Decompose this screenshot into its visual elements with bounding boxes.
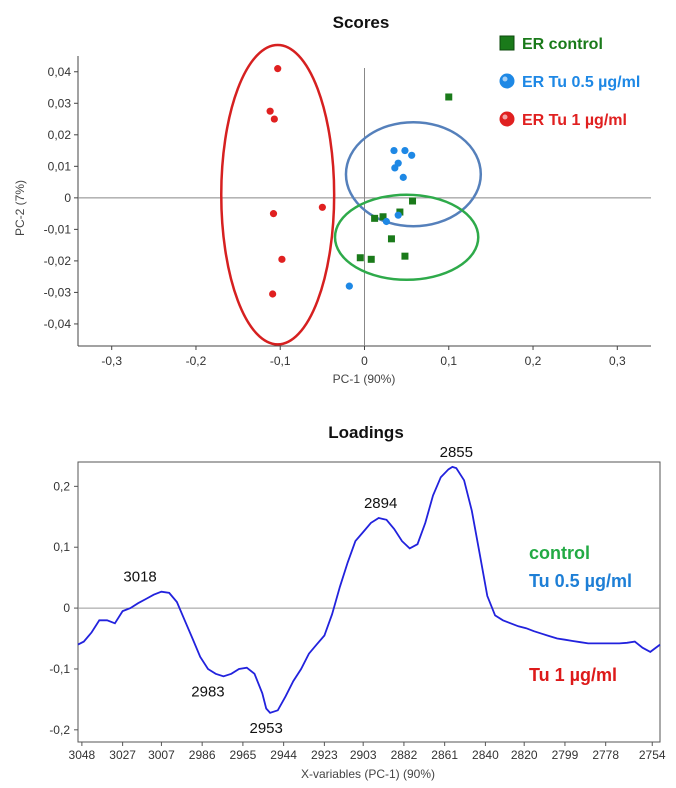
- data-point: [382, 217, 391, 226]
- data-point: [409, 197, 417, 205]
- data-point: [356, 254, 364, 262]
- peak-label: 3018: [123, 569, 156, 586]
- loadings-y-tick-label: 0,2: [53, 479, 70, 493]
- loadings-annotations: control Tu 0.5 µg/ml Tu 1 µg/ml: [529, 543, 632, 685]
- peak-label: 2953: [249, 720, 282, 737]
- loadings-x-tick-label: 2903: [350, 748, 377, 762]
- legend-annotation: control: [529, 543, 590, 563]
- scores-x-tick-label: -0,2: [186, 354, 207, 368]
- loadings-y-tick-label: -0,1: [49, 662, 70, 676]
- scores-y-tick-label: 0,02: [48, 128, 72, 142]
- legend-marker-highlight: [502, 114, 508, 120]
- loadings-y-tick-label: 0,1: [53, 540, 70, 554]
- legend-label: ER Tu 0.5 µg/ml: [522, 74, 640, 91]
- data-point: [371, 214, 379, 222]
- loadings-x-tick-label: 3027: [109, 748, 136, 762]
- data-point: [274, 65, 282, 73]
- peak-label: 2983: [191, 683, 224, 700]
- data-point: [399, 173, 407, 181]
- loadings-x-tick-label: 2778: [592, 748, 619, 762]
- data-point: [408, 151, 416, 159]
- loadings-x-tick-label: 2799: [552, 748, 579, 762]
- group-ellipse: [344, 120, 483, 228]
- loadings-x-tick-label: 2986: [189, 748, 216, 762]
- loadings-x-tick-label: 2820: [511, 748, 538, 762]
- scores-y-ticks: 0,04 0,03 0,02 0,01 0 -0,01 -0,02 -0,03 -0,04: [44, 65, 78, 331]
- scores-y-tick-label: -0,01: [44, 222, 72, 236]
- loadings-series-line: [77, 465, 661, 714]
- scores-x-tick-label: -0,1: [270, 354, 291, 368]
- data-point: [390, 146, 398, 155]
- scores-points: [266, 65, 453, 298]
- scores-x-tick-label: 0,3: [609, 354, 626, 368]
- peak-label: 2855: [440, 444, 473, 461]
- group-ellipse: [333, 193, 480, 282]
- loadings-x-tick-label: 3048: [69, 748, 96, 762]
- loadings-peak-labels: 3018 2983 2953 2894 2855: [123, 444, 473, 737]
- loadings-x-ticks: 3048 3027 3007 2986 2965 2944 2923 2903 2882 2861…: [69, 742, 666, 762]
- legend-label: ER control: [522, 36, 603, 53]
- scores-y-tick-label: 0: [64, 191, 71, 205]
- scores-y-tick-label: 0,03: [48, 96, 72, 110]
- scores-legend: ER control ER Tu 0.5 µg/ml ER Tu 1 µg/ml: [499, 35, 640, 129]
- data-point: [266, 107, 274, 115]
- loadings-x-tick-label: 2861: [431, 748, 458, 762]
- group-ellipse: [220, 43, 336, 346]
- loadings-y-tick-label: -0,2: [49, 723, 70, 737]
- scores-y-tick-label: -0,02: [44, 254, 72, 268]
- loadings-x-tick-label: 2965: [230, 748, 257, 762]
- data-point: [269, 210, 278, 218]
- scores-x-axis-label: PC-1 (90%): [333, 372, 396, 386]
- scores-x-tick-label: -0,3: [101, 354, 122, 368]
- scores-y-tick-label: 0,01: [48, 159, 72, 173]
- loadings-y-tick-label: 0: [63, 601, 70, 615]
- legend-marker-highlight: [502, 76, 508, 82]
- loadings-x-tick-label: 2944: [270, 748, 297, 762]
- legend-marker-circle: [499, 73, 515, 89]
- data-point: [401, 146, 409, 155]
- data-point: [278, 255, 286, 263]
- scores-x-tick-label: 0: [361, 354, 368, 368]
- loadings-x-axis-label: X-variables (PC-1) (90%): [301, 767, 435, 781]
- loadings-x-tick-label: 3007: [148, 748, 175, 762]
- loadings-x-tick-label: 2882: [391, 748, 418, 762]
- scores-chart: Scores -0,3 -0,2 -0,1 0 0,1 0,2 0,3 0,040,030,…: [13, 13, 651, 386]
- loadings-plot-frame: [77, 461, 661, 743]
- data-point: [387, 235, 395, 243]
- data-point: [318, 203, 326, 211]
- scores-title: Scores: [333, 13, 390, 32]
- scores-x-tick-label: 0,2: [525, 354, 542, 368]
- scores-y-tick-label: -0,04: [44, 317, 72, 331]
- loadings-chart: Loadings 3048 3027 3007 2986 2965 2944 2923 290…: [49, 423, 666, 781]
- scores-y-tick-label: -0,03: [44, 285, 72, 299]
- data-point: [401, 252, 409, 260]
- scores-x-tick-label: 0,1: [440, 354, 457, 368]
- peak-label: 2894: [364, 495, 397, 512]
- loadings-x-tick-label: 2923: [311, 748, 338, 762]
- legend-annotation: Tu 1 µg/ml: [529, 665, 617, 685]
- scores-y-tick-label: 0,04: [48, 65, 72, 79]
- scores-x-ticks: -0,3 -0,2 -0,1 0 0,1 0,2 0,3: [101, 346, 626, 368]
- loadings-y-ticks: 0,2 0,1 0 -0,1 -0,2: [49, 479, 78, 737]
- loadings-title: Loadings: [328, 423, 404, 442]
- legend-marker-square: [499, 35, 515, 51]
- data-point: [269, 290, 277, 298]
- data-point: [367, 255, 375, 263]
- legend-marker-circle: [499, 111, 515, 127]
- data-point: [445, 93, 453, 101]
- loadings-x-tick-label: 2754: [639, 748, 666, 762]
- legend-label: ER Tu 1 µg/ml: [522, 112, 627, 129]
- scores-y-axis-label: PC-2 (7%): [13, 180, 27, 236]
- data-point: [394, 159, 402, 167]
- data-point: [345, 282, 353, 290]
- scores-ellipses: [220, 43, 483, 346]
- data-point: [379, 213, 387, 221]
- data-point: [270, 115, 278, 123]
- loadings-x-tick-label: 2840: [472, 748, 499, 762]
- legend-annotation: Tu 0.5 µg/ml: [529, 571, 632, 591]
- data-point: [394, 211, 402, 219]
